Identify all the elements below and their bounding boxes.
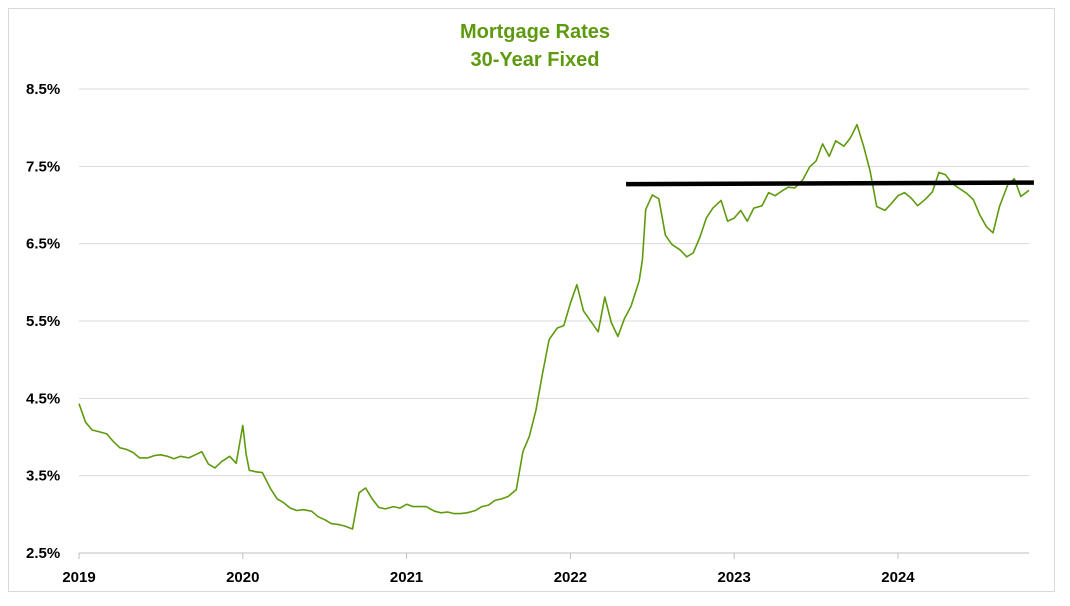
y-tick-label: 4.5%: [26, 390, 60, 407]
chart-title: Mortgage Rates 30-Year Fixed: [0, 18, 1070, 74]
chart-title-line1: Mortgage Rates: [459, 21, 611, 43]
reference-line: [626, 180, 1034, 187]
chart-subtitle: 30-Year Fixed: [470, 49, 600, 71]
y-tick-label: 5.5%: [26, 313, 60, 330]
x-tick-label: 2020: [226, 569, 259, 586]
y-tick-label: 8.5%: [26, 81, 60, 98]
y-tick-label: 7.5%: [26, 158, 60, 175]
y-tick-label: 2.5%: [26, 545, 60, 562]
x-tick-label: 2023: [717, 569, 750, 586]
chart-frame: [8, 8, 1055, 592]
x-tick-label: 2022: [554, 569, 587, 586]
x-tick-label: 2019: [62, 569, 95, 586]
x-tick-label: 2021: [390, 569, 423, 586]
y-tick-label: 3.5%: [26, 468, 60, 485]
series-line: [78, 123, 1030, 530]
x-tick-label: 2024: [881, 569, 915, 586]
y-tick-label: 6.5%: [26, 236, 60, 253]
